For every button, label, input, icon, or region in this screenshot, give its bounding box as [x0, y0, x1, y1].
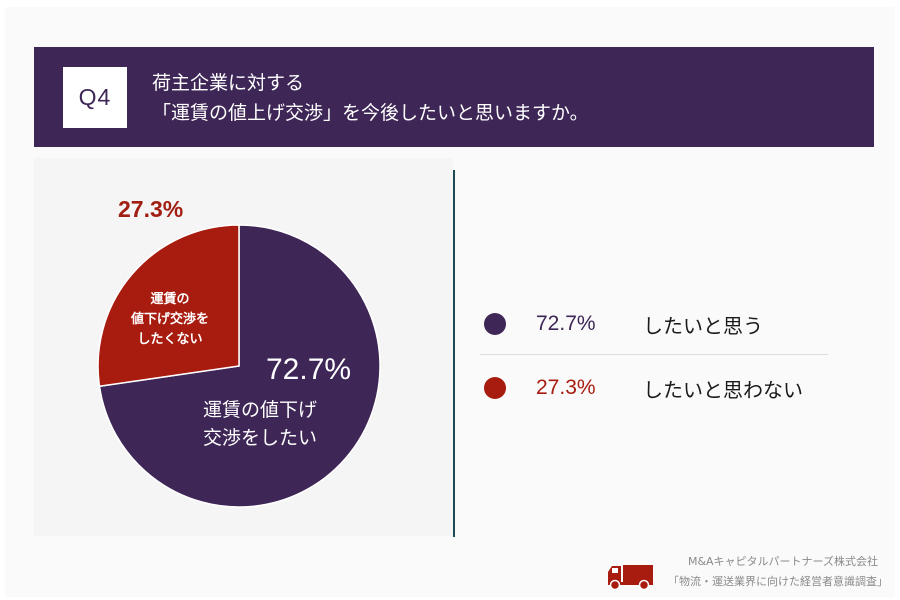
pie-label-no: 運賃の 値下げ交渉を したくない — [115, 290, 225, 350]
pie-label-no-percent: 27.3% — [118, 196, 184, 222]
question-number-badge: Q4 — [63, 67, 127, 128]
pie-label-no-line2: 値下げ交渉を — [130, 312, 209, 327]
pie-label-yes-percent: 72.7% — [266, 353, 352, 386]
vertical-divider — [453, 170, 455, 537]
legend-item-no: 27.3% したいと思わない — [484, 373, 828, 403]
legend-divider — [480, 354, 828, 355]
source-credit: M&Aキャピタルパートナーズ株式会社 「物流・運送業界に向けた経営者意識調査」 — [668, 552, 888, 592]
pie-slice-yes — [98, 224, 381, 508]
legend-item-yes: 72.7% したいと思う — [484, 309, 828, 339]
question-header: Q4 荷主企業に対する 「運賃の値上げ交渉」を今後したいと思いますか。 — [34, 47, 874, 147]
source-survey: 「物流・運送業界に向けた経営者意識調査」 — [668, 575, 888, 588]
question-title-line1: 荷主企業に対する — [152, 72, 305, 94]
legend-dot-purple-icon — [484, 313, 506, 335]
question-title-line2: 「運賃の値上げ交渉」を今後したいと思いますか。 — [152, 102, 589, 124]
pie-label-no-line3: したくない — [137, 332, 203, 347]
legend-label-no: したいと思わない — [643, 377, 803, 402]
pie-label-yes-line1: 運賃の値下げ — [203, 399, 318, 421]
pie-label-yes-line2: 交渉をしたい — [203, 427, 318, 449]
legend-label-yes: したいと思う — [643, 313, 763, 338]
legend-percent-no: 27.3% — [536, 376, 596, 399]
truck-icon — [608, 565, 653, 591]
source-company: M&Aキャピタルパートナーズ株式会社 — [687, 555, 878, 568]
pie-slice-no — [97, 224, 240, 388]
legend-dot-red-icon — [484, 377, 506, 399]
legend-percent-yes: 72.7% — [536, 312, 596, 335]
pie-label-yes: 運賃の値下げ 交渉をしたい — [203, 396, 343, 452]
question-title: 荷主企業に対する 「運賃の値上げ交渉」を今後したいと思いますか。 — [152, 68, 589, 128]
pie-label-no-line1: 運賃の — [150, 292, 190, 307]
